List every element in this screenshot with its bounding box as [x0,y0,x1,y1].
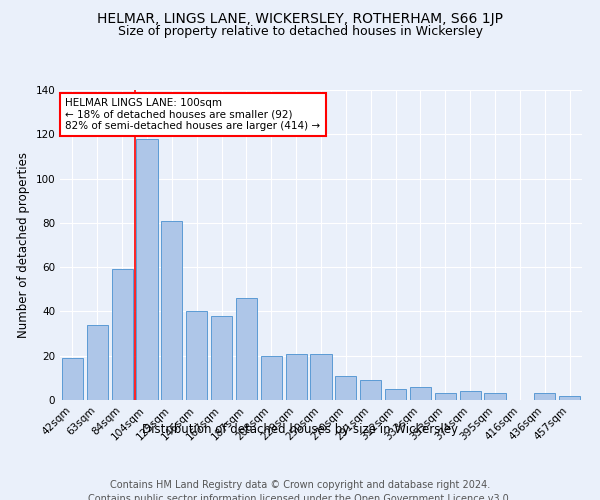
Bar [460,391,481,400]
Bar [186,312,207,400]
Bar [112,270,133,400]
Text: HELMAR, LINGS LANE, WICKERSLEY, ROTHERHAM, S66 1JP: HELMAR, LINGS LANE, WICKERSLEY, ROTHERHA… [97,12,503,26]
Bar [385,389,406,400]
Bar [360,380,381,400]
Bar [236,298,257,400]
Bar [161,220,182,400]
Bar [62,358,83,400]
Text: Size of property relative to detached houses in Wickersley: Size of property relative to detached ho… [118,25,482,38]
Bar [136,138,158,400]
Bar [335,376,356,400]
Y-axis label: Number of detached properties: Number of detached properties [17,152,30,338]
Bar [484,394,506,400]
Bar [261,356,282,400]
Bar [286,354,307,400]
Bar [310,354,332,400]
Bar [410,386,431,400]
Bar [534,394,555,400]
Text: Distribution of detached houses by size in Wickersley: Distribution of detached houses by size … [142,422,458,436]
Bar [559,396,580,400]
Bar [211,316,232,400]
Text: Contains HM Land Registry data © Crown copyright and database right 2024.
Contai: Contains HM Land Registry data © Crown c… [88,480,512,500]
Text: HELMAR LINGS LANE: 100sqm
← 18% of detached houses are smaller (92)
82% of semi-: HELMAR LINGS LANE: 100sqm ← 18% of detac… [65,98,320,131]
Bar [87,324,108,400]
Bar [435,394,456,400]
